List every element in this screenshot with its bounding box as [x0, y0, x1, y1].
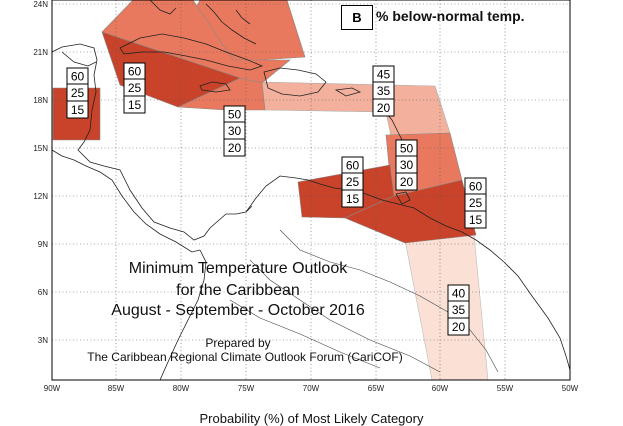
prepared-by: Prepared by [205, 336, 271, 350]
prob-box-lesser-antilles: 50 30 20 [395, 139, 418, 191]
lat-label: 21N [33, 48, 48, 57]
lon-label: 65W [368, 384, 385, 393]
lat-label: 3N [38, 336, 48, 345]
lat-label: 24N [33, 0, 48, 9]
lat-label: 6N [38, 288, 48, 297]
prob-value: 25 [128, 81, 142, 95]
lat-label: 12N [33, 192, 48, 201]
prob-value: 20 [228, 141, 242, 155]
prob-value: 40 [452, 287, 466, 301]
lat-label: 18N [33, 96, 48, 105]
prob-value: 15 [128, 98, 142, 112]
prob-value: 35 [377, 84, 391, 98]
prob-box-belize: 60 25 15 [66, 67, 89, 119]
prob-value: 60 [71, 70, 85, 84]
lon-label: 85W [108, 384, 125, 393]
prob-value: 15 [469, 213, 483, 227]
map-title-line2: for the Caribbean [176, 282, 300, 299]
prob-value: 35 [452, 303, 466, 317]
prob-box-hispaniola-pr: 45 35 20 [372, 65, 395, 117]
prob-value: 25 [469, 196, 483, 210]
probability-caption: Probability (%) of Most Likely Category [199, 411, 424, 426]
coastlines [52, 0, 570, 380]
prob-box-guianas: 40 35 20 [447, 284, 470, 336]
lon-label: 80W [173, 384, 190, 393]
prob-box-jamaica-south: 50 30 20 [223, 105, 246, 157]
prob-box-trinidad: 60 25 15 [464, 177, 487, 229]
graticule [52, 0, 570, 380]
prob-value: 50 [400, 142, 414, 156]
legend-label: % below-normal temp. [376, 8, 525, 24]
latitude-labels: 24N 21N 18N 15N 12N 9N 6N 3N [33, 0, 48, 345]
prob-value: 15 [71, 103, 85, 117]
lon-label: 55W [497, 384, 514, 393]
prob-box-cuba-jamaica: 60 25 15 [123, 62, 146, 114]
prob-value: 20 [400, 175, 414, 189]
prob-value: 15 [346, 192, 360, 206]
prob-value: 50 [228, 108, 242, 122]
lat-label: 15N [33, 144, 48, 153]
lon-label: 90W [44, 384, 61, 393]
prob-value: 60 [346, 159, 360, 173]
prob-value: 25 [346, 175, 360, 189]
lat-label: 9N [38, 240, 48, 249]
prob-value: 60 [128, 65, 142, 79]
prob-value: 20 [452, 320, 466, 334]
prob-value: 25 [71, 86, 85, 100]
prob-value: 60 [469, 180, 483, 194]
legend-key-box: B [341, 5, 373, 30]
map-title-line3: August - September - October 2016 [111, 302, 365, 319]
forum-name: The Caribbean Regional Climate Outlook F… [87, 350, 403, 364]
longitude-labels: 90W 85W 80W 75W 70W 65W 60W 55W 50W [44, 384, 579, 393]
lon-label: 50W [562, 384, 579, 393]
map-title-line1: Minimum Temperature Outlook [128, 260, 348, 277]
prob-value: 45 [377, 68, 391, 82]
lon-label: 75W [238, 384, 255, 393]
lon-label: 70W [303, 384, 320, 393]
prob-box-abc-islands: 60 25 15 [341, 156, 364, 208]
prob-value: 30 [228, 124, 242, 138]
prob-value: 20 [377, 101, 391, 115]
prob-value: 30 [400, 158, 414, 172]
lon-label: 60W [432, 384, 449, 393]
